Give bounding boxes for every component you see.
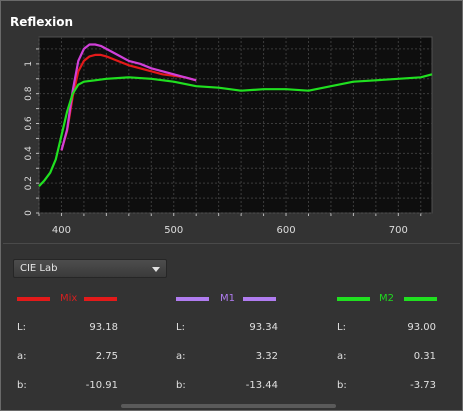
label-a: a: — [17, 351, 27, 362]
label-l: L: — [17, 322, 26, 333]
legend-line-right — [84, 297, 117, 301]
m2-b-value: -3.73 — [410, 380, 436, 391]
x-tick-label: 700 — [389, 225, 408, 236]
legend-line-left — [176, 297, 209, 301]
m2-l-value: 93.00 — [407, 322, 436, 333]
color-space-value: CIE Lab — [20, 263, 58, 274]
y-tick-label: 1 — [24, 61, 34, 67]
label-a: a: — [176, 351, 186, 362]
label-l: L: — [176, 322, 185, 333]
legend-line-left — [337, 297, 370, 301]
legend-line-right — [404, 297, 437, 301]
y-tick-label: 0.2 — [24, 176, 34, 190]
panel-title: Reflexion — [10, 15, 74, 29]
x-tick-label: 500 — [164, 225, 183, 236]
x-tick-label: 400 — [52, 225, 71, 236]
label-a: a: — [337, 351, 347, 362]
mix-l-value: 93.18 — [89, 322, 118, 333]
chevron-down-icon — [152, 267, 160, 272]
chart-svg: 400 500 600 700 0 0.2 0.4 0.6 0.8 1 — [24, 36, 433, 236]
legend-line-right — [243, 297, 276, 301]
legend-m2: M2 — [337, 293, 439, 305]
horizontal-scrollbar[interactable] — [121, 404, 336, 408]
m1-l-value: 93.34 — [249, 322, 278, 333]
label-l: L: — [337, 322, 346, 333]
m1-b-value: -13.44 — [245, 380, 278, 391]
mix-a-value: 2.75 — [95, 351, 118, 362]
legend-m1: M1 — [176, 293, 276, 305]
m2-a-value: 0.31 — [413, 351, 436, 362]
legend-line-left — [17, 297, 50, 301]
label-b: b: — [337, 380, 347, 391]
m1-a-value: 3.32 — [255, 351, 278, 362]
series-line-mix — [60, 53, 197, 151]
x-tick-label: 600 — [276, 225, 295, 236]
legend-label: M2 — [379, 293, 394, 304]
y-tick-label: 0.6 — [24, 116, 34, 131]
label-b: b: — [176, 380, 186, 391]
series-line-m2 — [38, 73, 433, 187]
reflectance-chart: 400 500 600 700 0 0.2 0.4 0.6 0.8 1 — [10, 33, 440, 241]
y-tick-label: 0.8 — [24, 86, 34, 101]
y-tick-label: 0.4 — [24, 146, 34, 161]
mix-b-value: -10.91 — [85, 380, 118, 391]
label-b: b: — [17, 380, 27, 391]
y-tick-label: 0 — [24, 210, 34, 216]
legend-label: M1 — [220, 293, 235, 304]
series-line-m1 — [60, 43, 197, 151]
color-space-select[interactable]: CIE Lab — [13, 259, 167, 278]
legend-mix: Mix — [17, 293, 117, 305]
legend-label: Mix — [60, 293, 78, 304]
divider — [3, 243, 460, 244]
